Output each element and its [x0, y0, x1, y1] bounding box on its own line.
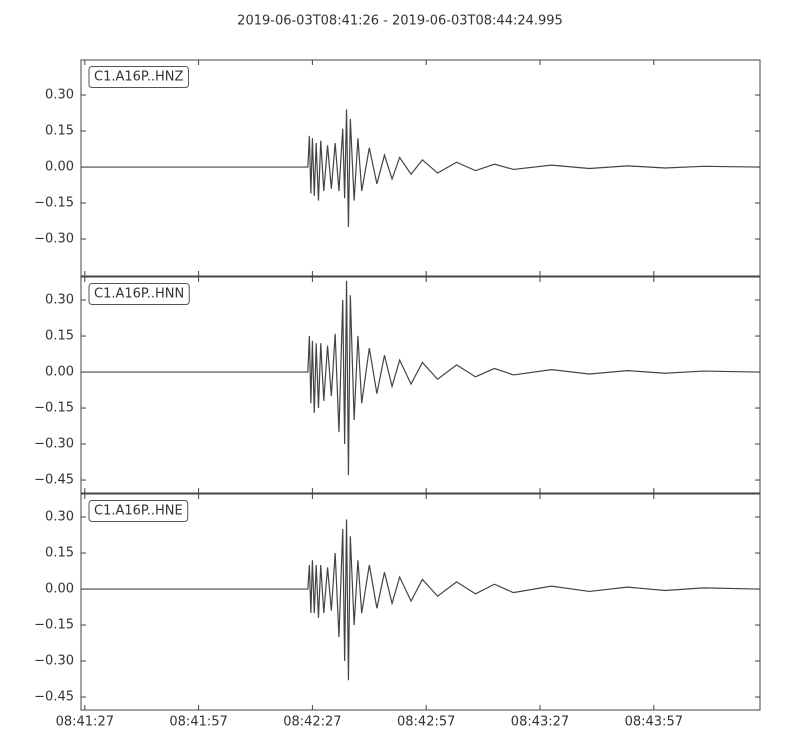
x-tick-label: 08:43:27 — [511, 715, 569, 730]
y-tick-label: 0.15 — [45, 329, 74, 344]
trace-label-box — [88, 283, 190, 305]
y-tick-label: 0.15 — [45, 124, 74, 139]
trace-label: C1.A16P..HNN — [94, 287, 184, 302]
waveform — [81, 280, 760, 476]
y-tick-label: −0.15 — [34, 618, 74, 633]
y-tick-label: −0.30 — [34, 654, 74, 669]
y-tick-label: 0.00 — [45, 582, 74, 597]
plot-frame — [80, 276, 761, 494]
x-tick-label: 08:41:27 — [56, 715, 114, 730]
y-tick-label: 0.00 — [45, 160, 74, 175]
y-tick-label: −0.30 — [34, 437, 74, 452]
y-tick-label: −0.15 — [34, 196, 74, 211]
plot-frame — [80, 59, 761, 277]
chart-title: 2019-06-03T08:41:26 - 2019-06-03T08:44:2… — [237, 14, 563, 29]
trace-label-box — [88, 500, 189, 522]
trace-label: C1.A16P..HNE — [94, 504, 183, 519]
x-tick-label: 08:42:57 — [397, 715, 455, 730]
y-tick-label: −0.45 — [34, 690, 74, 705]
y-tick-label: −0.45 — [34, 473, 74, 488]
y-tick-label: 0.00 — [45, 365, 74, 380]
x-tick-label: 08:41:57 — [169, 715, 227, 730]
waveform — [81, 109, 760, 228]
y-tick-label: −0.15 — [34, 401, 74, 416]
y-tick-label: 0.30 — [45, 510, 74, 525]
x-tick-label: 08:43:57 — [625, 715, 683, 730]
plot-frame — [80, 493, 761, 711]
y-tick-label: 0.30 — [45, 293, 74, 308]
y-tick-label: −0.30 — [34, 232, 74, 247]
trace-label-box — [88, 66, 189, 88]
y-tick-label: 0.30 — [45, 88, 74, 103]
x-tick-label: 08:42:27 — [283, 715, 341, 730]
trace-label: C1.A16P..HNZ — [94, 70, 183, 85]
y-tick-label: 0.15 — [45, 546, 74, 561]
waveform — [81, 519, 760, 681]
